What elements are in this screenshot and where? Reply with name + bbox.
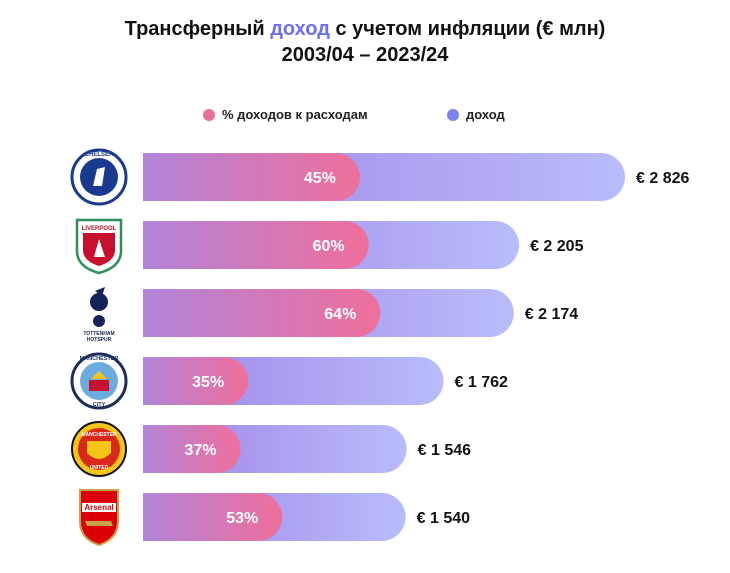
logo-text: CITY — [93, 402, 106, 408]
value-label: € 1 540 — [417, 510, 470, 527]
football-shape — [93, 315, 105, 327]
chart-title: Трансферный доход с учетом инфляции (€ м… — [0, 16, 730, 68]
lion-shape — [93, 167, 105, 186]
logo-text: TOTTENHAM — [83, 331, 114, 337]
bars-layer: 45% € 2 826 60% € 2 205 64% € 2 174 35% € 1 762… — [143, 153, 689, 541]
legend-item-income: доход — [447, 107, 505, 122]
legend-item-percent: % доходов к расходам — [203, 107, 368, 122]
chelsea-logo-icon: CHELSEA — [70, 148, 128, 206]
legend-dot-income — [447, 108, 459, 121]
percent-label: 37% — [185, 442, 217, 459]
name-band — [82, 503, 116, 512]
percent-label: 60% — [313, 238, 345, 255]
crest-shape — [79, 489, 119, 547]
bar-row-liverpool: 60% € 2 205 — [143, 221, 584, 269]
logo-text: MANCHESTER — [80, 356, 119, 362]
percent-bar — [143, 493, 283, 541]
ship-shape — [91, 371, 107, 379]
arsenal-logo-icon: Arsenal — [79, 489, 119, 547]
bar-row-arsenal: 53% € 1 540 — [143, 493, 470, 541]
percent-bar — [143, 153, 360, 201]
value-label: € 2 205 — [530, 238, 583, 255]
legend: % доходов к расходам доход — [0, 107, 730, 127]
title-line-1: Трансферный доход с учетом инфляции (€ м… — [124, 18, 606, 40]
logo-text: Arsenal — [84, 503, 113, 512]
cockerel-head — [95, 287, 105, 296]
cockerel-body — [90, 293, 108, 311]
legend-label-percent: % доходов к расходам — [222, 107, 368, 122]
percent-label: 53% — [226, 510, 258, 527]
cannon-shape — [85, 521, 113, 526]
bar-row-tottenham-hotspur: 64% € 2 174 — [143, 289, 578, 337]
value-label: € 2 826 — [636, 170, 689, 187]
bar-row-manchester-city: 35% € 1 762 — [143, 357, 508, 405]
value-label: € 2 174 — [525, 306, 578, 323]
logo-text: LIVERPOOL — [82, 226, 117, 232]
bar-row-manchester-united: 37% € 1 546 — [143, 425, 471, 473]
manchester-city-logo-icon: MANCHESTER CITY — [70, 352, 128, 410]
title-line-2: 2003/04 – 2023/24 — [281, 44, 449, 66]
value-label: € 1 762 — [455, 374, 508, 391]
devil-shield — [87, 441, 111, 459]
percent-label: 35% — [192, 374, 224, 391]
percent-bar — [143, 425, 241, 473]
percent-bar — [143, 357, 249, 405]
liverbird-shape — [94, 239, 105, 257]
liverpool-logo-icon: LIVERPOOL — [75, 218, 123, 275]
manchester-united-logo-icon: MANCHESTER UNITED — [71, 421, 127, 477]
logo-text: CHELSEA — [85, 152, 114, 158]
legend-dot-percent — [203, 108, 215, 121]
logo-text: HOTSPUR — [87, 337, 112, 343]
legend-label-income: доход — [466, 107, 505, 122]
rose-band — [89, 380, 109, 391]
bar-row-chelsea: 45% € 2 826 — [143, 153, 689, 201]
value-label: € 1 546 — [418, 442, 471, 459]
title-accent-word: доход — [270, 18, 330, 40]
percent-label: 45% — [304, 170, 336, 187]
logo-text: MANCHESTER — [81, 432, 117, 438]
percent-bar — [143, 289, 381, 337]
logo-text: UNITED — [90, 465, 109, 471]
percent-bar — [143, 221, 369, 269]
percent-label: 64% — [324, 306, 356, 323]
